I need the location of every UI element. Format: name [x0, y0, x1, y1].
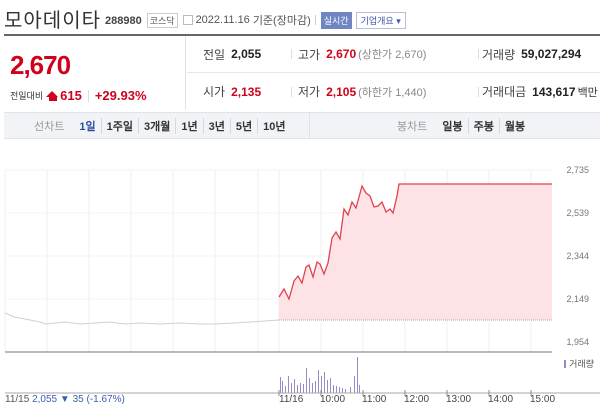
y-tick: 2,149: [566, 294, 589, 304]
high-price: 고가 2,670 (상한가 2,670): [298, 47, 427, 62]
y-tick: 2,539: [566, 208, 589, 218]
x-tick: 14:00: [488, 394, 514, 405]
turnover: 거래대금 143,617 백만: [482, 84, 598, 100]
divider: [309, 113, 310, 139]
tab-5year[interactable]: 5년: [229, 118, 257, 134]
stats-row: 전일 2,055 고가 2,670 (상한가 2,670) 거래량 59,027,294: [187, 36, 600, 73]
x-tick: 15:00: [530, 394, 556, 405]
divider: [478, 86, 479, 97]
prev-day-info: 11/15 2,055 ▼ 35 (-1.67%): [5, 394, 125, 405]
stock-name: 모아데이타: [4, 9, 101, 32]
stock-code: 288980: [105, 14, 142, 27]
y-tick: 1,954: [566, 337, 589, 347]
change-label: 전일대비: [10, 91, 44, 101]
change-amount: 615: [60, 88, 82, 103]
change-percent: +29.93%: [94, 88, 147, 103]
tab-monthly-candle[interactable]: 월봉: [498, 118, 530, 134]
x-tick: 11:00: [362, 394, 387, 405]
divider: [314, 15, 316, 25]
open-price: 시가 2,135: [203, 84, 262, 100]
divider: [291, 86, 292, 97]
tab-weekly-candle[interactable]: 주봉: [467, 118, 499, 134]
quote-basis: 기준(장마감): [252, 15, 311, 27]
volume-legend: 거래량: [564, 357, 594, 370]
stock-header: 모아데이타 288980 코스닥 2022.11.16 기준(장마감) 실시간 …: [4, 6, 406, 32]
divider: [478, 49, 479, 59]
line-chart-caption: 선차트: [34, 121, 65, 133]
current-price: 2,670: [10, 50, 71, 80]
quote-date: 2022.11.16: [195, 14, 250, 26]
y-tick: 2,344: [566, 251, 589, 261]
x-tick: 11/16: [279, 394, 304, 405]
stats-table: 전일 2,055 고가 2,670 (상한가 2,670) 거래량 59,027,294…: [187, 36, 600, 110]
tab-daily-candle[interactable]: 일봉: [442, 121, 463, 133]
market-badge: 코스닥: [146, 12, 178, 28]
line-chart-tabs: 선차트 1일 1주일 3개월 1년 3년 5년 10년: [34, 113, 290, 139]
y-tick: 2,735: [566, 165, 589, 175]
tab-1day[interactable]: 1일: [79, 121, 96, 133]
low-price: 저가 2,105 (하한가 1,440): [298, 84, 427, 100]
candle-chart-caption: 봉차트: [397, 121, 428, 133]
divider: [291, 49, 292, 59]
down-arrow-icon: ▼: [59, 394, 70, 405]
price-summary: 2,670 전일대비 615 +29.93%: [4, 36, 186, 110]
candle-chart-tabs: 봉차트 일봉 주봉 월봉: [397, 113, 530, 139]
tab-1year[interactable]: 1년: [175, 118, 202, 134]
price-change: 전일대비 615 +29.93%: [10, 88, 147, 103]
volume-swatch-icon: [564, 359, 567, 368]
chart-tabs: 선차트 1일 1주일 3개월 1년 3년 5년 10년 봉차트 일봉 주봉 월봉: [4, 112, 600, 139]
tab-3year[interactable]: 3년: [202, 118, 230, 134]
stats-row: 시가 2,135 저가 2,105 (하한가 1,440) 거래대금 143,617 백만: [187, 73, 600, 110]
company-overview-dropdown[interactable]: 기업개요 ▾: [355, 11, 406, 29]
header-divider: [4, 34, 600, 36]
calendar-icon: [182, 15, 193, 25]
x-tick: 13:00: [446, 394, 472, 405]
prev-close: 전일 2,055: [203, 47, 262, 62]
up-arrow-icon: [46, 90, 59, 101]
volume: 거래량 59,027,294: [482, 47, 582, 62]
tab-3month[interactable]: 3개월: [137, 118, 175, 134]
x-tick: 12:00: [404, 394, 430, 405]
divider: [87, 89, 89, 102]
tab-1week[interactable]: 1주일: [100, 118, 138, 134]
tab-10year[interactable]: 10년: [257, 118, 290, 134]
x-tick: 10:00: [320, 394, 346, 405]
realtime-button[interactable]: 실시간: [320, 11, 352, 29]
